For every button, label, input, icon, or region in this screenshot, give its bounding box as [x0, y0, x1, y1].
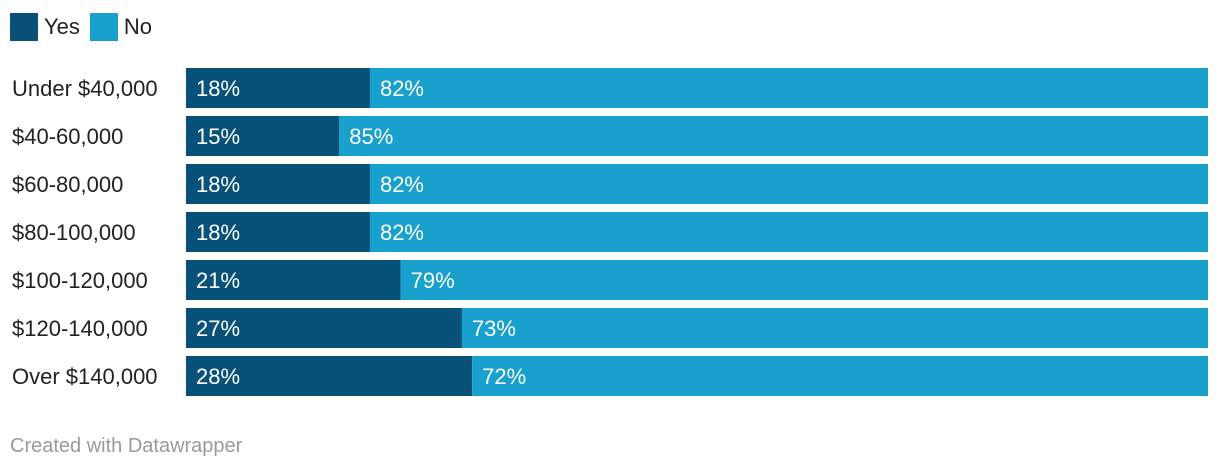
category-label: Over $140,000 [12, 364, 158, 389]
legend-swatch-no [89, 13, 118, 41]
bar-no [472, 356, 1208, 396]
bar-yes [186, 260, 401, 300]
legend-swatch-yes [10, 13, 38, 41]
data-label-yes: 18% [196, 76, 240, 101]
data-label-no: 72% [482, 364, 526, 389]
bar-no [369, 212, 1209, 252]
category-label: $80-100,000 [12, 220, 136, 245]
bar-yes [186, 68, 370, 108]
data-label-no: 79% [411, 268, 455, 293]
bar-yes [186, 116, 340, 156]
bar-yes [186, 212, 370, 252]
data-label-yes: 21% [196, 268, 240, 293]
bar-no [400, 260, 1208, 300]
data-label-yes: 18% [196, 172, 240, 197]
data-label-no: 82% [380, 172, 424, 197]
legend-item-yes: Yes [10, 13, 80, 41]
category-label: $100-120,000 [12, 268, 148, 293]
legend-item-no: No [89, 13, 153, 41]
bar-no [369, 164, 1209, 204]
bar-no [369, 68, 1209, 108]
bar-chart: Under $40,000 18% 82% $40-60,000 15% 85% $60-8… [12, 68, 1209, 396]
legend: Yes No [10, 12, 162, 42]
category-label: $120-140,000 [12, 316, 148, 341]
data-label-no: 73% [472, 316, 516, 341]
credit-text: Created with Datawrapper [10, 435, 243, 457]
bar-no [461, 308, 1208, 348]
data-label-yes: 27% [196, 316, 240, 341]
data-label-no: 82% [380, 220, 424, 245]
category-label: Under $40,000 [12, 76, 158, 101]
legend-label-yes: Yes [44, 14, 80, 39]
data-label-yes: 28% [196, 364, 240, 389]
legend-label-no: No [123, 14, 153, 39]
bar-yes [186, 356, 473, 396]
data-label-yes: 15% [196, 124, 240, 149]
data-label-no: 82% [380, 76, 424, 101]
data-label-no: 85% [349, 124, 393, 149]
category-label: $60-80,000 [12, 172, 123, 197]
bar-yes [186, 308, 462, 348]
bar-no [339, 116, 1208, 156]
bar-yes [186, 164, 370, 204]
data-label-yes: 18% [196, 220, 240, 245]
category-label: $40-60,000 [12, 124, 123, 149]
